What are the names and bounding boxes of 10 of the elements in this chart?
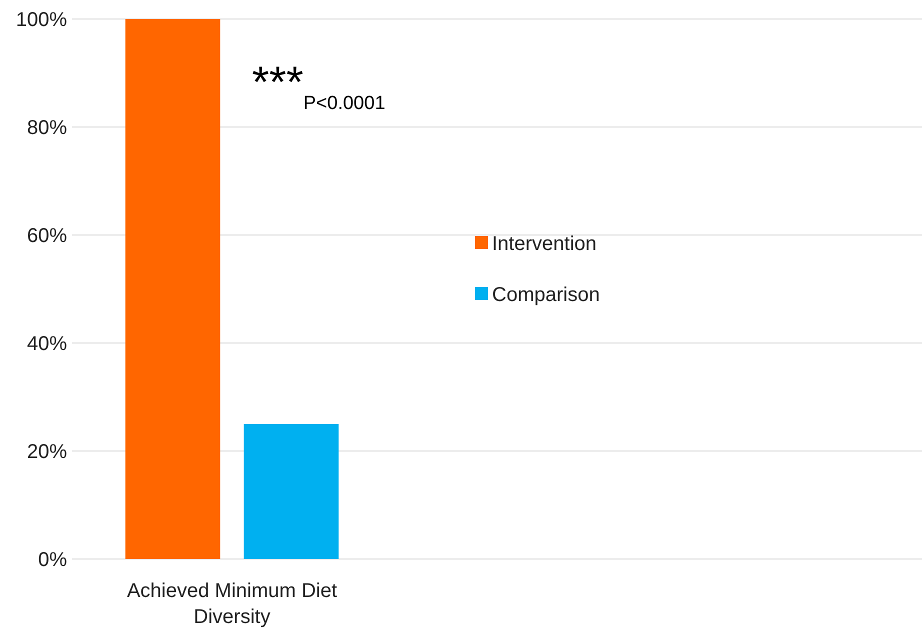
y-tick-label: 80% xyxy=(26,117,68,139)
y-tick-label: 60% xyxy=(26,225,68,247)
legend-label: Comparison xyxy=(492,284,600,306)
x-tick-label: Achieved Minimum Diet Diversity xyxy=(126,580,338,628)
y-tick-label: 40% xyxy=(26,333,68,355)
y-tick-label: 100% xyxy=(16,9,68,31)
y-tick-label: 0% xyxy=(38,549,68,571)
legend-label: Intervention xyxy=(492,233,597,255)
annotation: ***$_{P<0.0001}$ xyxy=(252,58,386,114)
y-tick-label: 20% xyxy=(26,441,68,463)
